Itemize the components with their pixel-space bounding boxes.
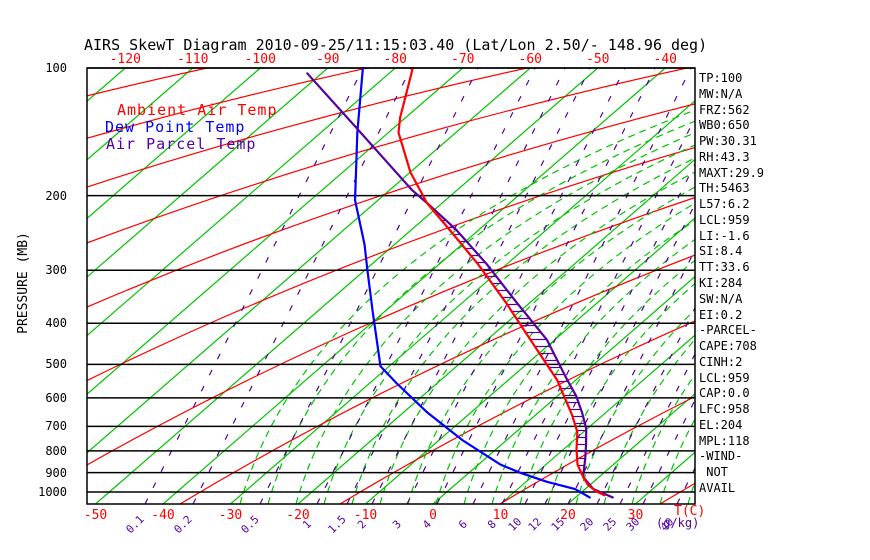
temp-bottom-tick-label: -30: [218, 508, 243, 523]
isotherm-line: [95, 68, 599, 504]
isotherm-line: [87, 68, 464, 395]
temp-top-tick-label: -90: [316, 52, 340, 67]
isotherm-line: [500, 334, 695, 504]
index-readout-li-1-6: LI:-1.6: [699, 228, 750, 243]
dry-adiabat-line: [87, 68, 528, 188]
dry-adiabat-line: [87, 103, 695, 308]
x-axis-unit-label: T(C): [674, 504, 706, 519]
ambient-temp-curve: [397, 66, 606, 497]
index-readout-rh-43-3: RH:43.3: [699, 149, 750, 164]
pressure-tick-label: 300: [45, 263, 67, 278]
isotherm-line: [230, 99, 695, 504]
temp-bottom-tick-label: 0: [429, 508, 437, 523]
isotherm-line: [567, 392, 695, 504]
temp-bottom-tick-label: 30: [627, 508, 644, 523]
temp-top-tick-label: -120: [109, 52, 141, 67]
isotherm-line: [87, 68, 531, 454]
index-readout-pw-30-31: PW:30.31: [699, 134, 757, 149]
pressure-tick-label: 700: [45, 419, 67, 434]
index-readout-parcel: -PARCEL-: [699, 323, 757, 338]
index-readout-lcl-959: LCL:959: [699, 212, 750, 227]
index-readout-frz-562: FRZ:562: [699, 102, 750, 117]
temp-bottom-tick-label: -10: [353, 508, 378, 523]
dew-point-curve: [353, 66, 591, 499]
dry-adiabat-line: [87, 68, 368, 139]
dry-adiabat-line: [499, 395, 695, 504]
mixing-ratio-line: [501, 116, 695, 504]
moist-adiabat-line: [659, 418, 695, 504]
index-readout-l57-6-2: L57:6.2: [699, 197, 750, 212]
index-readout-tt-33-6: TT:33.6: [699, 260, 750, 275]
index-readout-mw-n-a: MW:N/A: [699, 86, 743, 101]
index-readout-not: NOT: [699, 465, 728, 480]
pressure-tick-label: 200: [45, 188, 67, 203]
dry-adiabat-line: [179, 254, 695, 504]
index-readout-si-8-4: SI:8.4: [699, 244, 743, 259]
temp-bottom-tick-label: -20: [286, 508, 310, 523]
isotherm-line: [87, 68, 194, 161]
dry-adiabat-line: [87, 146, 695, 382]
pressure-tick-label: 800: [45, 443, 67, 458]
index-readout-mpl-118: MPL:118: [699, 433, 750, 448]
index-readout-th-5463: TH:5463: [699, 181, 750, 196]
isotherm-line: [87, 68, 396, 337]
temp-top-tick-label: -110: [177, 52, 209, 67]
index-readout-sw-n-a: SW:N/A: [699, 291, 743, 306]
temp-top-tick-label: -60: [518, 52, 542, 67]
index-readout-cinh-2: CINH:2: [699, 354, 743, 369]
temp-top-tick-label: -100: [244, 52, 276, 67]
pressure-tick-label: 400: [45, 316, 67, 331]
mixing-ratio-line: [436, 68, 656, 504]
index-readout-cap-0-0: CAP:0.0: [699, 386, 750, 401]
isotherm-line: [297, 158, 695, 504]
isotherm-line: [87, 68, 261, 220]
plot-frame: [86, 67, 696, 505]
index-readout-wind: -WIND-: [699, 449, 743, 464]
legend-ambient-air-temp: Ambient Air Temp: [117, 101, 278, 119]
pressure-tick-label: 600: [45, 390, 67, 405]
plot-area: [87, 68, 695, 504]
temp-top-tick-label: -50: [586, 52, 610, 67]
temp-top-tick-label: -40: [653, 52, 677, 67]
index-readout-lcl-959: LCL:959: [699, 370, 750, 385]
legend-dew-point-temp: Dew Point Temp: [105, 118, 246, 136]
temp-bottom-tick-label: -50: [83, 508, 108, 523]
index-readout-cape-708: CAPE:708: [699, 339, 757, 354]
index-readout-maxt-29-9: MAXT:29.9: [699, 165, 765, 180]
mixing-ratio-unit-label: (g/kg): [656, 516, 700, 530]
dry-adiabat-line: [339, 320, 695, 504]
pressure-tick-label: 500: [45, 357, 67, 372]
index-readout-lfc-958: LFC:958: [699, 402, 750, 417]
temp-bottom-tick-label: -40: [151, 508, 175, 523]
isotherm-line: [162, 68, 666, 504]
temp-bottom-tick-label: 10: [492, 508, 509, 523]
temp-top-tick-label: -80: [383, 52, 407, 67]
air-parcel-curve: [306, 72, 614, 499]
dry-adiabat-line: [87, 68, 688, 244]
pressure-tick-label: 100: [45, 61, 67, 75]
page-title: AIRS SkewT Diagram 2010-09-25/11:15:03.4…: [84, 36, 708, 54]
legend-air-parcel-temp: Air Parcel Temp: [106, 135, 257, 153]
isotherm-line: [87, 68, 329, 278]
moist-adiabat-line: [463, 219, 695, 504]
isotherm-line: [432, 275, 695, 504]
index-readout-el-204: EL:204: [699, 417, 743, 432]
index-readout-avail: AVAIL: [699, 481, 736, 496]
index-readout-tp-100: TP:100: [699, 71, 743, 85]
index-readout-wb0-650: WB0:650: [699, 118, 750, 133]
index-readout-ei-0-2: EI:0.2: [699, 307, 743, 322]
temp-top-tick-label: -70: [451, 52, 475, 67]
dry-adiabat-line: [87, 196, 695, 466]
temp-bottom-tick-label: 20: [560, 508, 576, 523]
pressure-tick-label: 900: [45, 465, 67, 480]
index-readout-ki-284: KI:284: [699, 276, 743, 290]
pressure-tick-label: 1000: [38, 485, 67, 499]
